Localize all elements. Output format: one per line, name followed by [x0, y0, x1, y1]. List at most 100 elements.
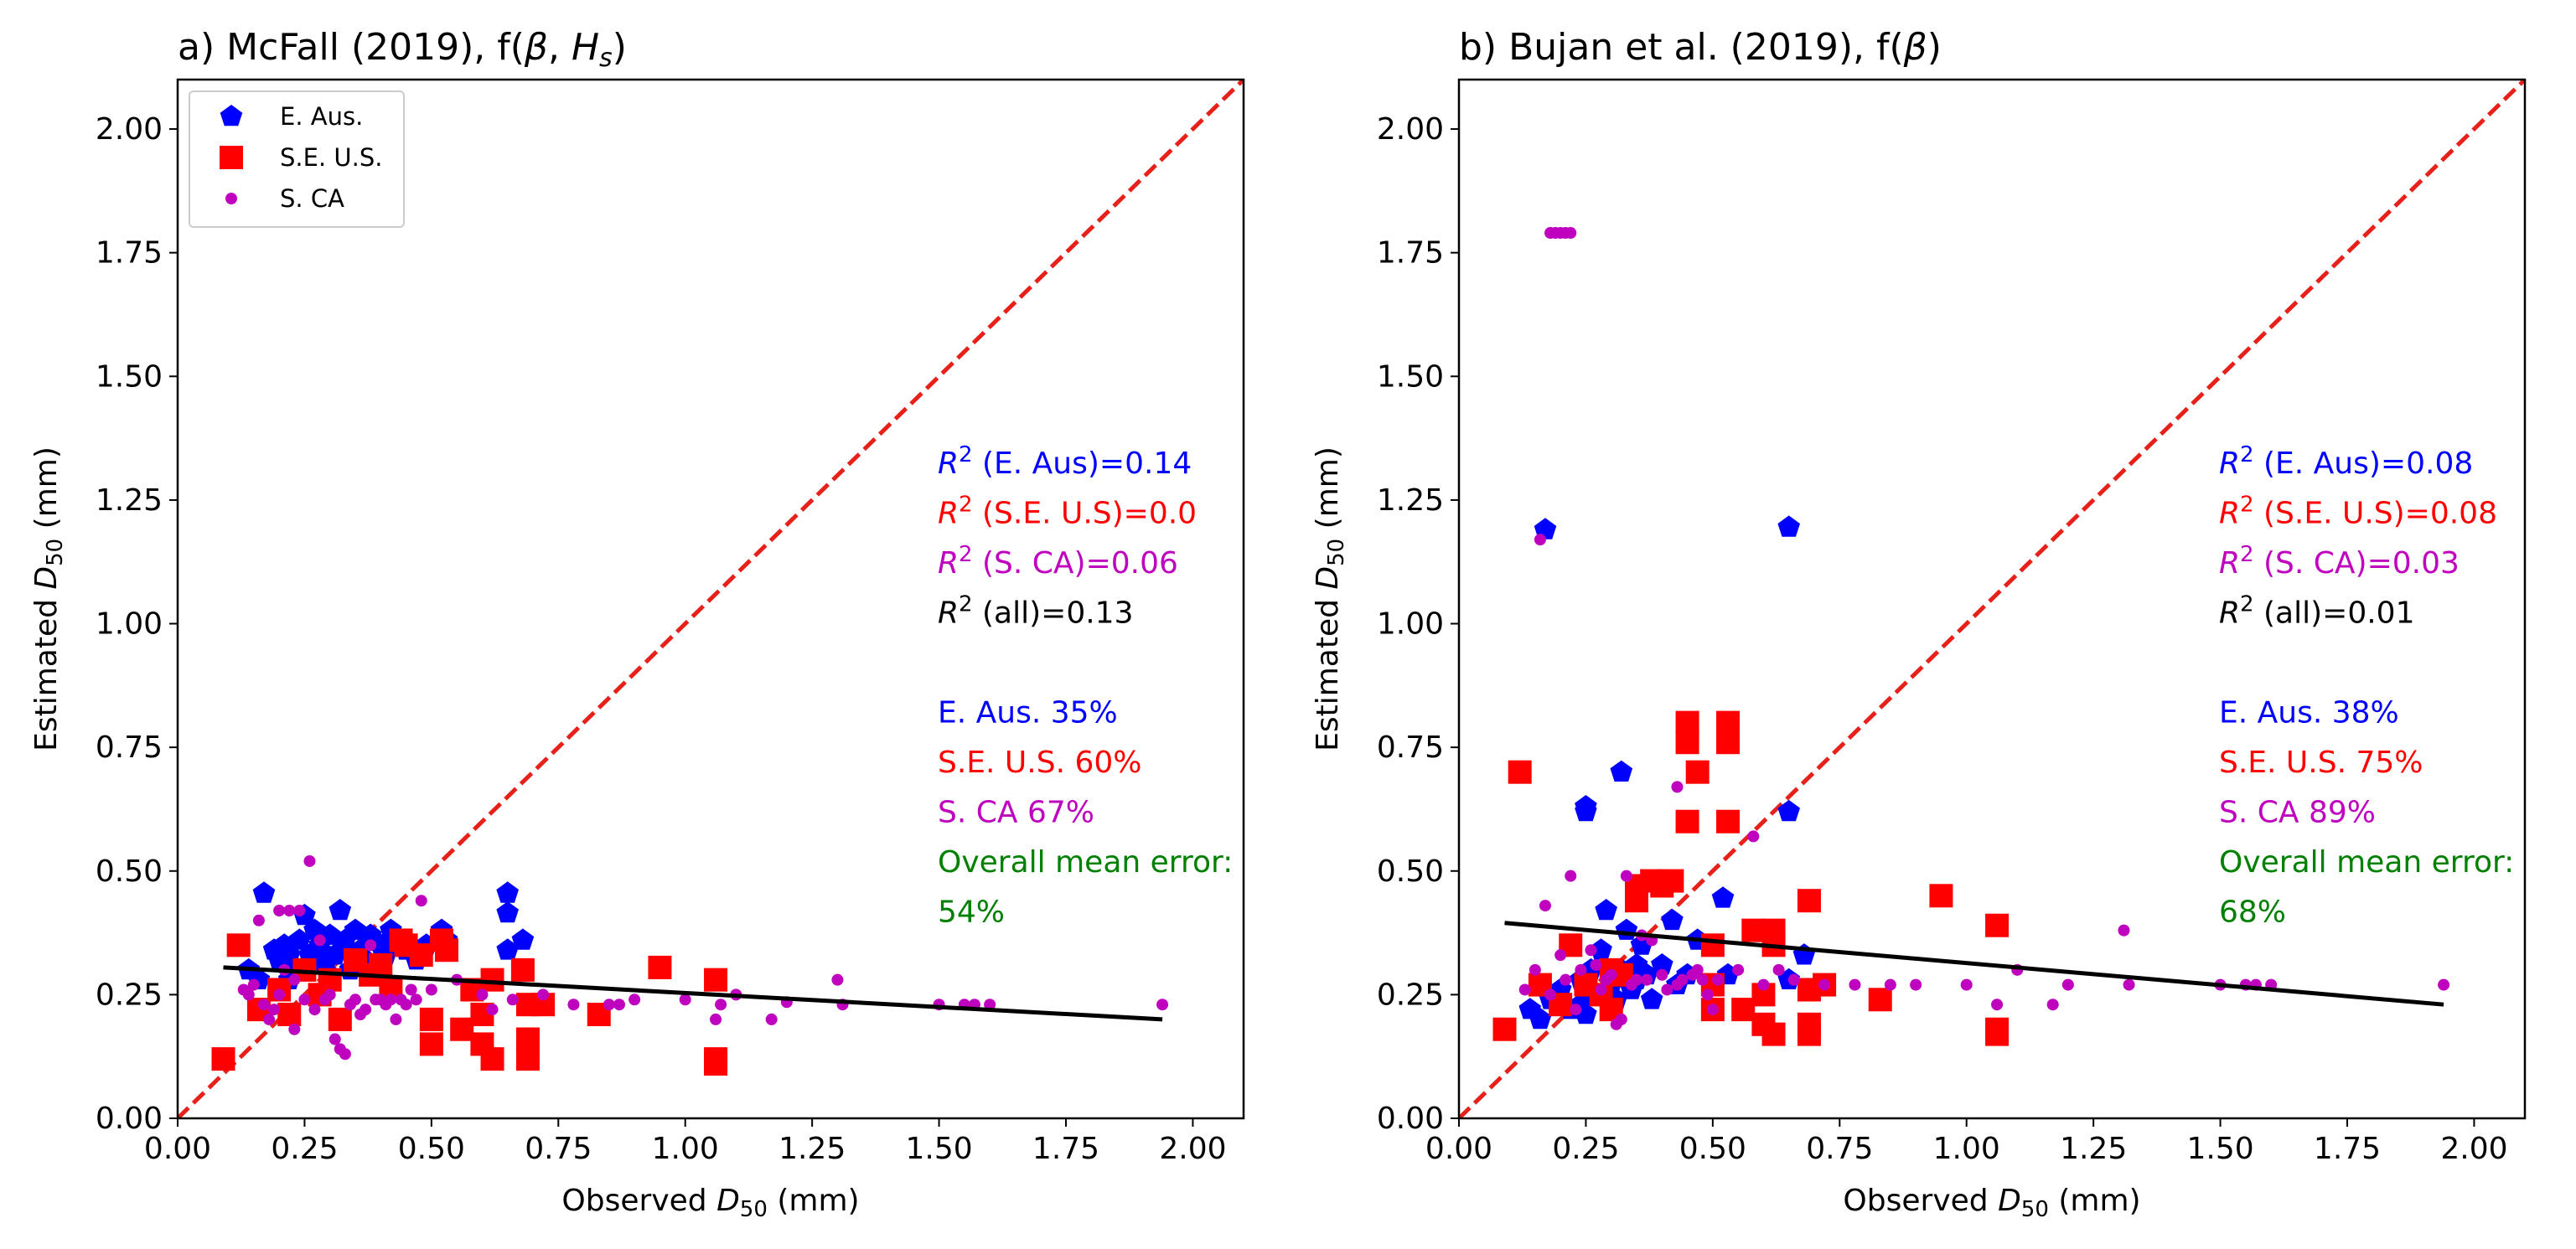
stat-r-symbol: R	[938, 497, 959, 531]
legend-label: S. CA	[280, 184, 344, 213]
data-point	[1757, 978, 1770, 991]
chart-panel-a: a) McFall (2019), f(β, Hs) 0.00 0.25 0.50 0.…	[29, 26, 1245, 1222]
stat-r-symbol: R	[2219, 546, 2240, 581]
x-axis-label-part: (mm)	[2049, 1184, 2141, 1218]
y-axis-label-part: (mm)	[1311, 446, 1345, 539]
y-tick-label: 0.50	[96, 854, 163, 889]
data-point	[1529, 963, 1541, 976]
data-point	[1711, 973, 1724, 986]
x-tick-label: 1.00	[1933, 1132, 2000, 1166]
data-point	[765, 1013, 778, 1025]
stat-error-text: Overall mean error:	[938, 845, 1233, 880]
data-point	[1554, 949, 1567, 962]
data-point	[537, 988, 550, 1001]
title-part: ,	[548, 26, 572, 69]
data-point	[435, 938, 459, 963]
stat-r2-text: R2 (E. Aus)=0.14	[938, 442, 1192, 481]
data-point	[257, 999, 270, 1011]
stat-error-text: S. CA 67%	[938, 796, 1094, 830]
axes-frame	[176, 78, 1245, 1120]
data-point	[1985, 1022, 2010, 1046]
data-point	[1590, 958, 1602, 971]
stat-r-symbol: R	[938, 546, 959, 581]
x-tick-label: 0.75	[1806, 1132, 1873, 1166]
data-point	[303, 854, 316, 867]
x-tick-label: 1.50	[905, 1132, 972, 1166]
data-point	[1651, 953, 1673, 975]
data-point	[1696, 973, 1709, 986]
legend-marker	[220, 146, 243, 169]
y-tick-label: 0.00	[1377, 1102, 1444, 1136]
x-axis-label-part: D	[1998, 1184, 2021, 1218]
data-point	[496, 938, 519, 960]
data-point	[831, 973, 844, 986]
y-tick-label: 1.75	[96, 236, 163, 271]
stat-value: (all)=0.13	[973, 596, 1134, 631]
data-point	[1631, 973, 1642, 986]
stat-value: (all)=0.01	[2254, 596, 2415, 631]
stat-r2-text: R2 (all)=0.01	[2219, 592, 2414, 631]
x-tick-label: 0.00	[1425, 1132, 1492, 1166]
stat-value: (S.E. U.S)=0.0	[973, 497, 1197, 531]
data-point	[1797, 1022, 1821, 1046]
data-point	[1595, 983, 1607, 996]
stat-r-symbol: R	[938, 446, 959, 481]
data-point	[409, 943, 433, 968]
x-tick-label: 2.00	[2440, 1132, 2507, 1166]
data-point	[1818, 978, 1831, 991]
y-tick-label: 0.75	[1377, 730, 1444, 765]
data-point	[1675, 710, 1699, 735]
data-point	[1676, 973, 1689, 986]
data-point	[313, 934, 326, 947]
y-axis-label: Estimated D50 (mm)	[1311, 446, 1349, 751]
y-tick-label: 1.25	[96, 483, 163, 518]
data-point	[1585, 944, 1597, 957]
data-point	[1661, 983, 1673, 996]
data-point	[1716, 809, 1741, 834]
data-point	[1544, 988, 1557, 1001]
x-tick-label: 0.75	[525, 1132, 592, 1166]
x-tick-label: 0.25	[1552, 1132, 1619, 1166]
x-tick-label: 1.75	[1032, 1132, 1099, 1166]
data-point	[1570, 1004, 1582, 1016]
stat-value: (S.E. U.S)=0.08	[2254, 497, 2497, 531]
y-axis-label-part: 50	[1324, 539, 1349, 566]
data-point	[226, 933, 251, 957]
stat-superscript: 2	[959, 592, 973, 617]
regression-line	[223, 965, 1163, 1022]
data-point	[1560, 973, 1572, 986]
y-tick-label: 1.50	[96, 359, 163, 394]
y-axis-label-part: (mm)	[29, 446, 64, 539]
data-point	[273, 988, 286, 1001]
data-point	[298, 994, 311, 1006]
y-tick-label: 0.50	[1377, 854, 1444, 889]
data-point	[1575, 799, 1597, 822]
legend-marker	[220, 105, 243, 126]
data-point	[476, 988, 489, 1001]
regression-line	[1504, 921, 2444, 1007]
stat-error-text: S. CA 89%	[2219, 796, 2376, 830]
stat-value: (S. CA)=0.06	[973, 546, 1178, 581]
data-point	[1741, 918, 1766, 942]
stat-error-text: Overall mean error:	[2219, 845, 2514, 880]
y-tick-label: 1.00	[1377, 607, 1444, 642]
data-point	[1787, 973, 1800, 986]
stat-r2-text: R2 (S.E. U.S)=0.0	[938, 493, 1197, 531]
data-point	[603, 999, 615, 1011]
x-axis-label-part: Observed	[561, 1184, 716, 1218]
data-point	[511, 928, 535, 950]
legend-box	[189, 90, 405, 228]
data-point	[1747, 830, 1760, 843]
stat-r-symbol: R	[938, 596, 959, 631]
data-point	[419, 1007, 443, 1031]
data-point	[1985, 913, 2010, 937]
x-tick-label: 0.50	[1679, 1132, 1746, 1166]
data-point	[242, 988, 255, 1001]
legend-label: E. Aus.	[280, 102, 363, 131]
data-point	[308, 1004, 321, 1016]
data-point	[288, 1023, 301, 1035]
legend: E. Aus. S.E. U.S. S. CA	[189, 90, 405, 228]
data-point	[1590, 938, 1612, 960]
